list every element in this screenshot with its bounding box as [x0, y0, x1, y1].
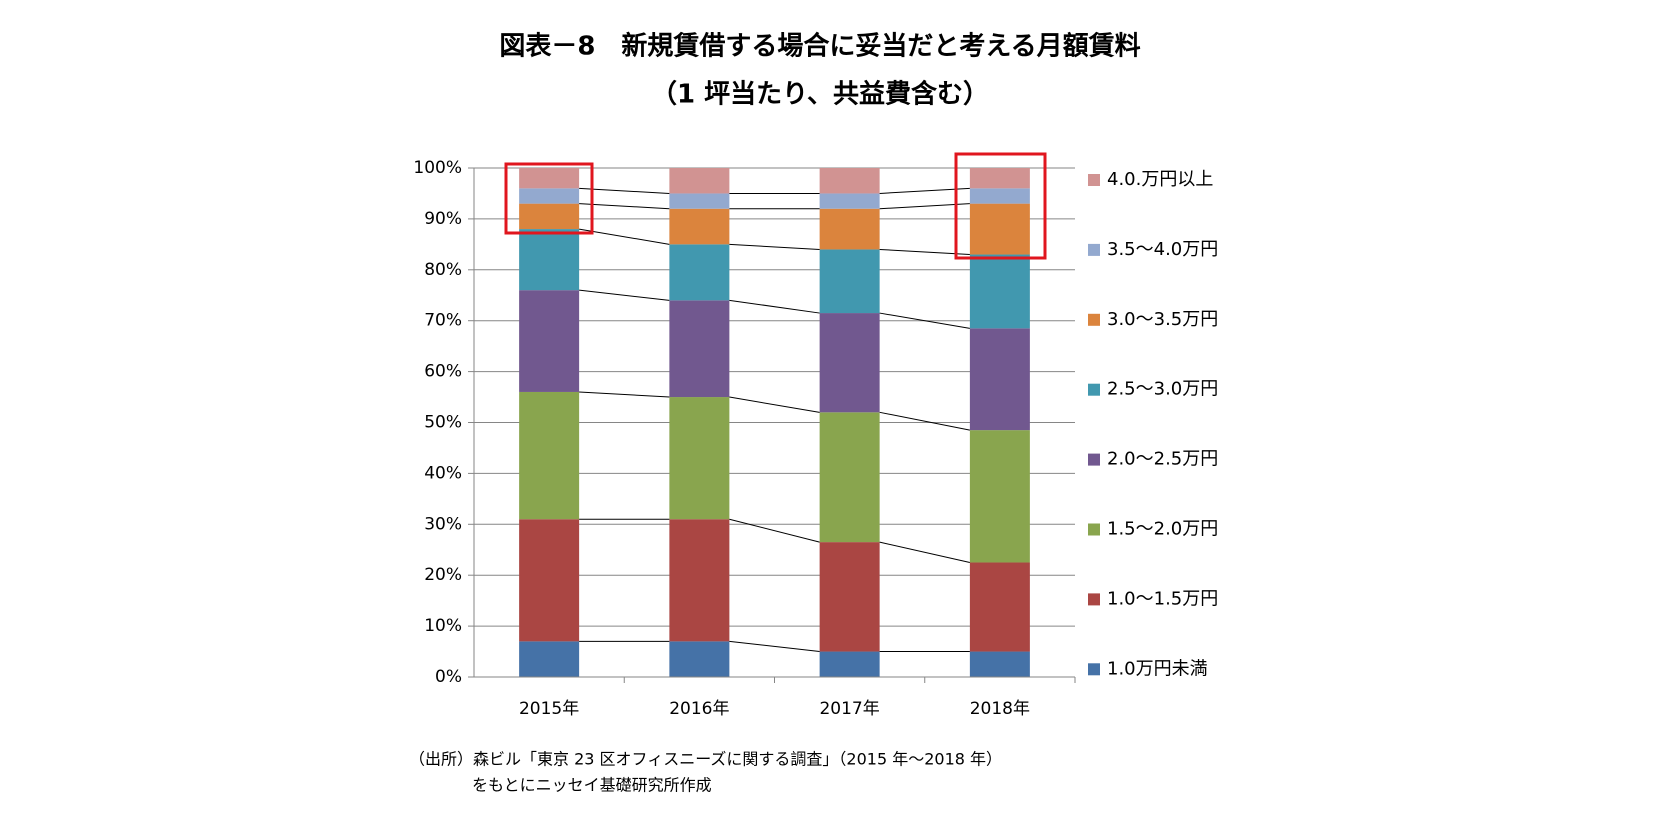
y-tick-label: 40%	[424, 463, 462, 483]
y-tick-label: 10%	[424, 616, 462, 636]
chart-subtitle: （1 坪当たり、共益費含む）	[651, 79, 989, 110]
bar-segment	[969, 254, 1030, 329]
series-line	[579, 391, 670, 398]
bar-segment	[819, 542, 880, 652]
bar-segment	[669, 300, 730, 398]
series-line	[729, 640, 820, 653]
series-line	[879, 541, 970, 563]
legend-label: 4.0.万円以上	[1107, 169, 1213, 190]
bar-segment	[669, 519, 730, 642]
series-line	[729, 518, 820, 543]
legend-swatch	[1088, 174, 1100, 186]
bar-segment	[669, 208, 730, 245]
legend-swatch	[1088, 383, 1100, 396]
legend-label: 3.5～4.0万円	[1107, 239, 1218, 260]
legend-label: 1.0万円未満	[1107, 658, 1208, 679]
y-tick-label: 20%	[424, 565, 462, 585]
x-tick-label: 2017年	[819, 699, 879, 719]
legend-swatch	[1088, 663, 1100, 676]
series-line	[879, 312, 970, 329]
bar-segment	[819, 412, 880, 543]
plot-area: 0% 10% 20% 30% 40% 50% 60% 70% 80% 90% 100% 2015年 20…	[413, 158, 1218, 719]
bar-segment	[669, 641, 730, 677]
bar-segment	[519, 519, 580, 642]
bar-segment	[519, 188, 580, 204]
y-tick-label: 60%	[424, 362, 462, 382]
bar-segment	[819, 313, 880, 413]
x-tick-label: 2018年	[970, 699, 1030, 719]
bar-segment	[669, 397, 730, 520]
bar-segment	[969, 188, 1030, 204]
y-tick-label: 0%	[435, 667, 462, 687]
bar-segment	[519, 168, 580, 189]
source-note: をもとにニッセイ基礎研究所作成	[472, 776, 712, 795]
chart-title: 図表－8 新規賃借する場合に妥当だと考える月額賃料	[499, 31, 1140, 62]
bar-segment	[969, 562, 1030, 652]
legend-swatch	[1088, 593, 1100, 606]
bar-segment	[519, 391, 580, 520]
bar-segment	[969, 430, 1030, 563]
bar-segment	[819, 208, 880, 250]
series-line	[579, 289, 670, 301]
x-tick-label: 2016年	[669, 699, 729, 719]
legend-label: 2.5～3.0万円	[1107, 379, 1218, 400]
bar-segment	[819, 193, 880, 209]
bar-segment	[969, 168, 1030, 189]
series-line	[579, 187, 670, 194]
y-tick-label: 80%	[424, 260, 462, 280]
series-line	[879, 411, 970, 431]
bar-segment	[669, 193, 730, 209]
legend-swatch	[1088, 453, 1100, 466]
bar-segment	[819, 249, 880, 314]
source-note: （出所）森ビル「東京 23 区オフィスニーズに関する調査」（2015 年～201…	[409, 750, 1002, 769]
series-line	[729, 396, 820, 413]
highlight-box	[504, 162, 594, 235]
bar-segment	[669, 168, 730, 194]
y-tick-label: 30%	[424, 514, 462, 534]
series-line	[579, 228, 670, 245]
series-line	[729, 299, 820, 314]
bar-segment	[969, 328, 1030, 431]
legend-label: 1.5～2.0万円	[1107, 519, 1218, 540]
legend-swatch	[1088, 313, 1100, 326]
legend-label: 2.0～2.5万円	[1107, 449, 1218, 470]
bar-segment	[819, 168, 880, 194]
x-tick-label: 2015年	[519, 699, 579, 719]
bar-segment	[819, 651, 880, 677]
series-line	[729, 243, 820, 250]
y-tick-label: 50%	[424, 413, 462, 433]
bar-segment	[519, 641, 580, 677]
bar-segment	[519, 229, 580, 291]
legend-label: 3.0～3.5万円	[1107, 309, 1218, 330]
y-tick-label: 90%	[424, 209, 462, 229]
legend-swatch	[1088, 243, 1100, 256]
legend-label: 1.0～1.5万円	[1107, 588, 1218, 609]
bar-segment	[969, 651, 1030, 677]
bar-segment	[519, 203, 580, 230]
legend-swatch	[1088, 523, 1100, 536]
bar-segment	[519, 290, 580, 392]
bar-segment	[969, 203, 1030, 255]
series-line	[579, 203, 670, 210]
y-tick-label: 100%	[413, 158, 462, 178]
y-tick-label: 70%	[424, 311, 462, 331]
bar-segment	[669, 244, 730, 301]
highlight-box	[954, 152, 1047, 260]
